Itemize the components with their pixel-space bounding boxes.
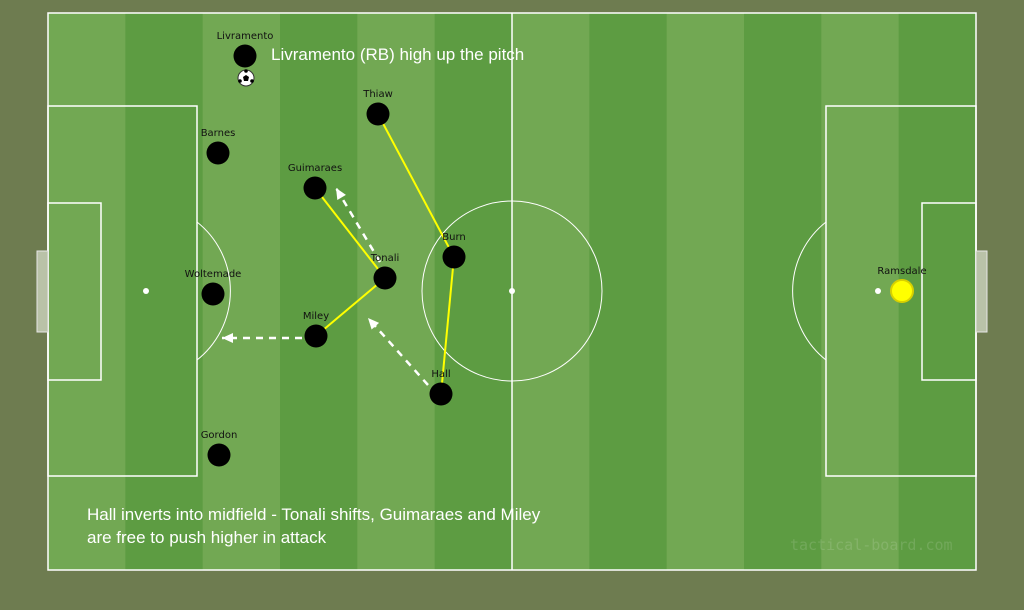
player-token[interactable] <box>233 44 257 68</box>
arrowhead-icon <box>222 333 233 343</box>
player-name: Thiaw <box>362 89 393 100</box>
player-token[interactable] <box>366 102 390 126</box>
player-name: Guimaraes <box>288 163 342 174</box>
arrow-hall[interactable] <box>367 317 429 386</box>
link-burn-hall <box>440 256 455 395</box>
right-penalty-spot <box>875 288 881 294</box>
pitch-stripe <box>512 13 590 570</box>
annotation-bottom-line2: are free to push higher in attack <box>87 528 327 547</box>
link-thiaw-burn <box>377 113 455 258</box>
player-name: Tonali <box>370 253 400 264</box>
pitch-stripe <box>666 13 745 570</box>
player-name: Barnes <box>201 128 236 139</box>
annotation-top: Livramento (RB) high up the pitch <box>271 45 524 64</box>
player-thiaw[interactable]: Thiaw <box>362 89 393 126</box>
right-goal <box>975 250 988 333</box>
player-hall[interactable]: Hall <box>429 369 453 406</box>
player-token[interactable] <box>890 279 914 303</box>
link-guimaraes-tonali <box>314 187 386 279</box>
pitch-stripe <box>125 13 204 570</box>
player-links <box>314 113 455 395</box>
player-token[interactable] <box>373 266 397 290</box>
player-guimaraes[interactable]: Guimaraes <box>288 163 342 200</box>
player-woltemade[interactable]: Woltemade <box>185 269 242 306</box>
pitch-stripe <box>589 13 668 570</box>
center-spot <box>509 288 515 294</box>
annotation-bottom-line1: Hall inverts into midfield - Tonali shif… <box>87 505 541 524</box>
players: Livramento Thiaw Barnes Guimaraes Burn Tonali… <box>185 31 927 467</box>
player-name: Ramsdale <box>877 266 926 277</box>
player-name: Hall <box>431 369 450 380</box>
player-token[interactable] <box>442 245 466 269</box>
arrow-tonali[interactable] <box>334 187 382 263</box>
player-name: Woltemade <box>185 269 242 280</box>
arrowhead-icon <box>336 188 346 201</box>
left-penalty-arc <box>196 221 231 361</box>
player-name: Gordon <box>201 430 238 441</box>
left-goal <box>36 250 49 333</box>
player-name: Miley <box>303 311 329 322</box>
pitch-stripe <box>280 13 358 570</box>
player-miley[interactable]: Miley <box>303 311 329 348</box>
player-name: Livramento <box>217 31 274 42</box>
link-tonali-miley <box>315 277 386 337</box>
player-name: Burn <box>442 232 465 243</box>
player-livramento[interactable]: Livramento <box>217 31 274 68</box>
arrowhead-icon <box>368 318 380 330</box>
left-penalty-spot <box>143 288 149 294</box>
pitch-stripe <box>434 13 513 570</box>
player-gordon[interactable]: Gordon <box>201 430 238 467</box>
player-token[interactable] <box>303 176 327 200</box>
pitch-stripe <box>48 13 126 570</box>
center-circle <box>421 200 603 382</box>
movement-arrows <box>222 187 429 386</box>
watermark: tactical-board.com <box>790 536 953 554</box>
arrow-miley[interactable] <box>222 333 302 343</box>
soccer-ball-icon[interactable] <box>237 69 255 87</box>
player-token[interactable] <box>201 282 225 306</box>
player-token[interactable] <box>429 382 453 406</box>
player-burn[interactable]: Burn <box>442 232 466 269</box>
pitch-stripe <box>744 13 822 570</box>
player-ramsdale[interactable]: Ramsdale <box>877 266 927 303</box>
right-penalty-arc <box>792 221 827 361</box>
pitch-stripe <box>821 13 900 570</box>
player-token[interactable] <box>206 141 230 165</box>
player-barnes[interactable]: Barnes <box>201 128 236 165</box>
player-token[interactable] <box>304 324 328 348</box>
player-tonali[interactable]: Tonali <box>370 253 400 290</box>
player-token[interactable] <box>207 443 231 467</box>
